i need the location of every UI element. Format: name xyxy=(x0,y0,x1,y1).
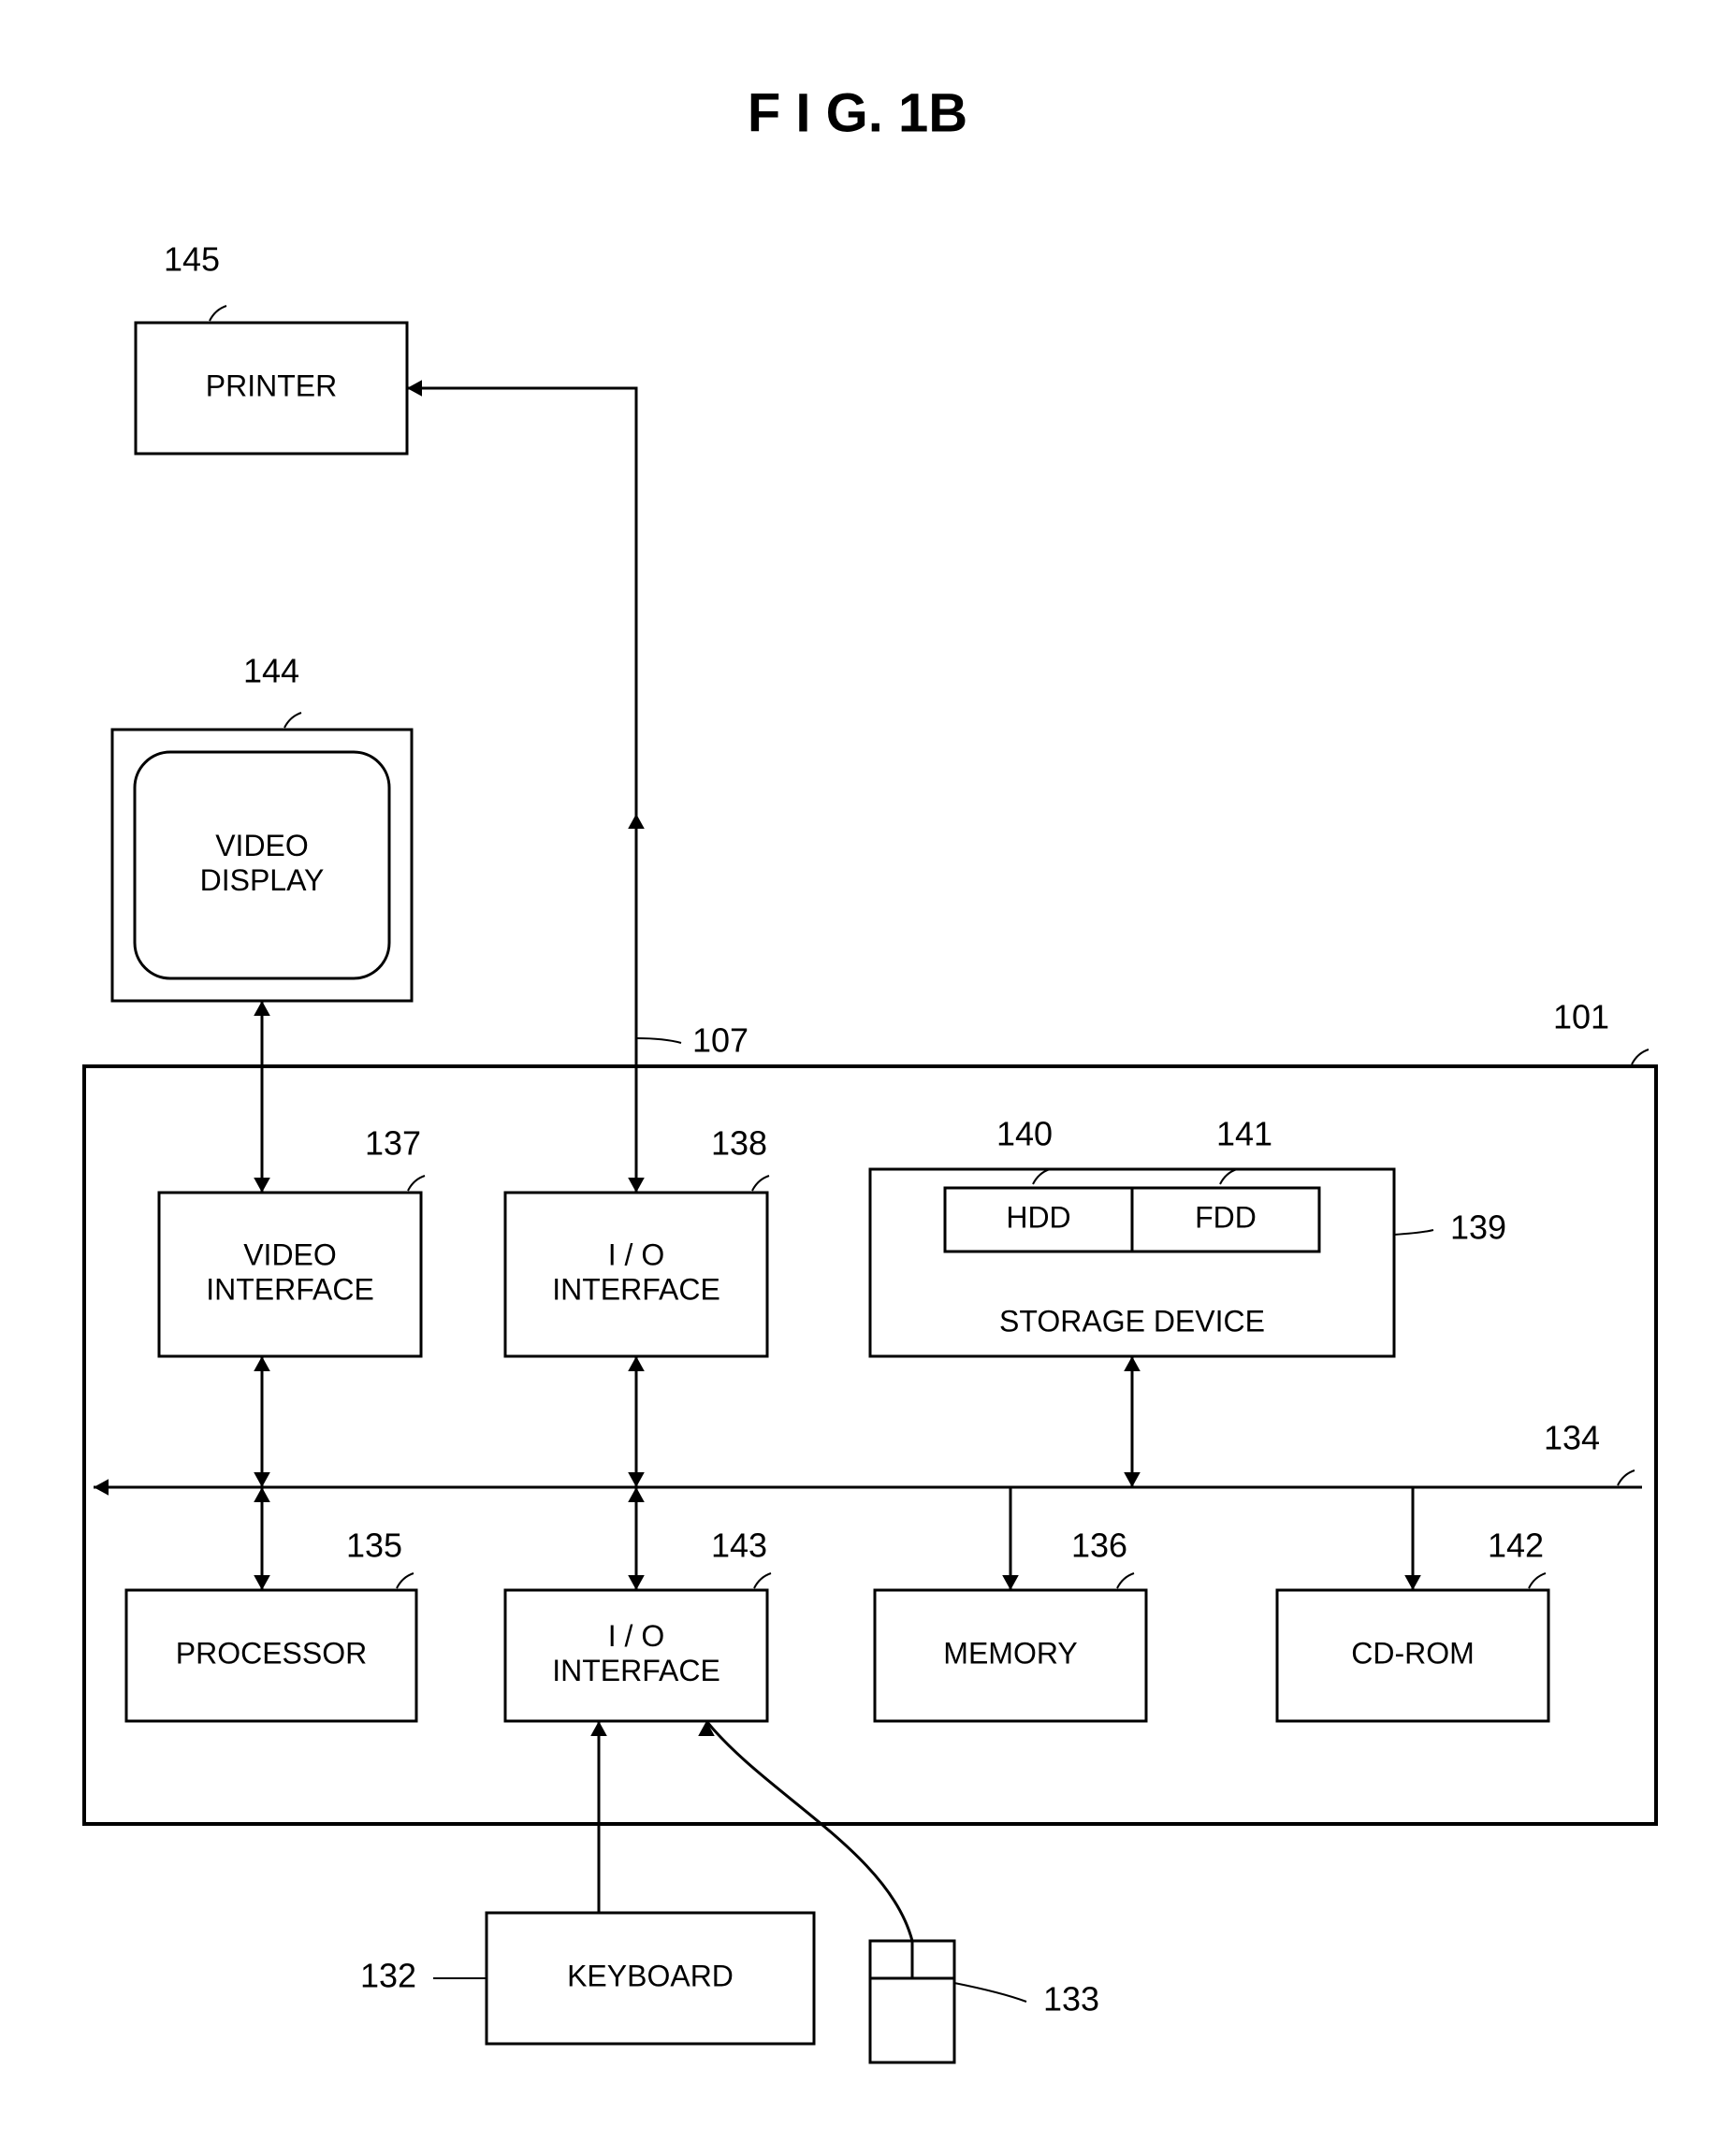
node-fdd: FDD xyxy=(1132,1188,1319,1252)
svg-text:STORAGE DEVICE: STORAGE DEVICE xyxy=(999,1304,1265,1338)
svg-text:132: 132 xyxy=(360,1957,416,1995)
svg-text:101: 101 xyxy=(1553,998,1609,1036)
svg-text:FDD: FDD xyxy=(1195,1200,1257,1234)
node-video_if: VIDEOINTERFACE xyxy=(159,1193,421,1356)
svg-text:I / O: I / O xyxy=(608,1238,664,1272)
node-keyboard: KEYBOARD xyxy=(487,1913,814,2044)
svg-text:141: 141 xyxy=(1216,1115,1272,1153)
node-io_if_bot: I / OINTERFACE xyxy=(505,1590,767,1721)
svg-text:VIDEO: VIDEO xyxy=(215,829,309,862)
svg-text:138: 138 xyxy=(711,1124,767,1163)
node-printer: PRINTER xyxy=(136,323,407,454)
svg-text:KEYBOARD: KEYBOARD xyxy=(567,1959,734,1992)
svg-text:PRINTER: PRINTER xyxy=(206,369,337,402)
svg-text:140: 140 xyxy=(996,1115,1053,1153)
svg-text:143: 143 xyxy=(711,1527,767,1565)
svg-text:F I G. 1B: F I G. 1B xyxy=(748,82,967,143)
svg-text:137: 137 xyxy=(365,1124,421,1163)
svg-text:PROCESSOR: PROCESSOR xyxy=(176,1636,367,1670)
node-video_display: VIDEODISPLAY xyxy=(112,730,412,1001)
svg-text:107: 107 xyxy=(692,1021,748,1060)
node-cdrom: CD-ROM xyxy=(1277,1590,1548,1721)
svg-text:142: 142 xyxy=(1488,1527,1544,1565)
node-memory: MEMORY xyxy=(875,1590,1146,1721)
svg-text:144: 144 xyxy=(243,652,299,690)
node-io_if_top: I / OINTERFACE xyxy=(505,1193,767,1356)
node-hdd: HDD xyxy=(945,1188,1132,1252)
svg-text:134: 134 xyxy=(1544,1419,1600,1457)
svg-text:135: 135 xyxy=(346,1527,402,1565)
svg-text:INTERFACE: INTERFACE xyxy=(552,1654,720,1687)
svg-text:DISPLAY: DISPLAY xyxy=(200,863,325,897)
svg-text:145: 145 xyxy=(164,240,220,279)
svg-text:CD-ROM: CD-ROM xyxy=(1351,1636,1475,1670)
svg-text:HDD: HDD xyxy=(1006,1200,1070,1234)
node-mouse xyxy=(870,1941,954,2062)
svg-text:INTERFACE: INTERFACE xyxy=(206,1272,374,1306)
svg-text:VIDEO: VIDEO xyxy=(243,1238,337,1272)
svg-text:INTERFACE: INTERFACE xyxy=(552,1272,720,1306)
svg-text:136: 136 xyxy=(1071,1527,1127,1565)
node-processor: PROCESSOR xyxy=(126,1590,416,1721)
svg-text:I / O: I / O xyxy=(608,1619,664,1653)
svg-text:139: 139 xyxy=(1450,1208,1506,1247)
svg-text:MEMORY: MEMORY xyxy=(943,1636,1077,1670)
svg-text:133: 133 xyxy=(1043,1980,1099,2019)
